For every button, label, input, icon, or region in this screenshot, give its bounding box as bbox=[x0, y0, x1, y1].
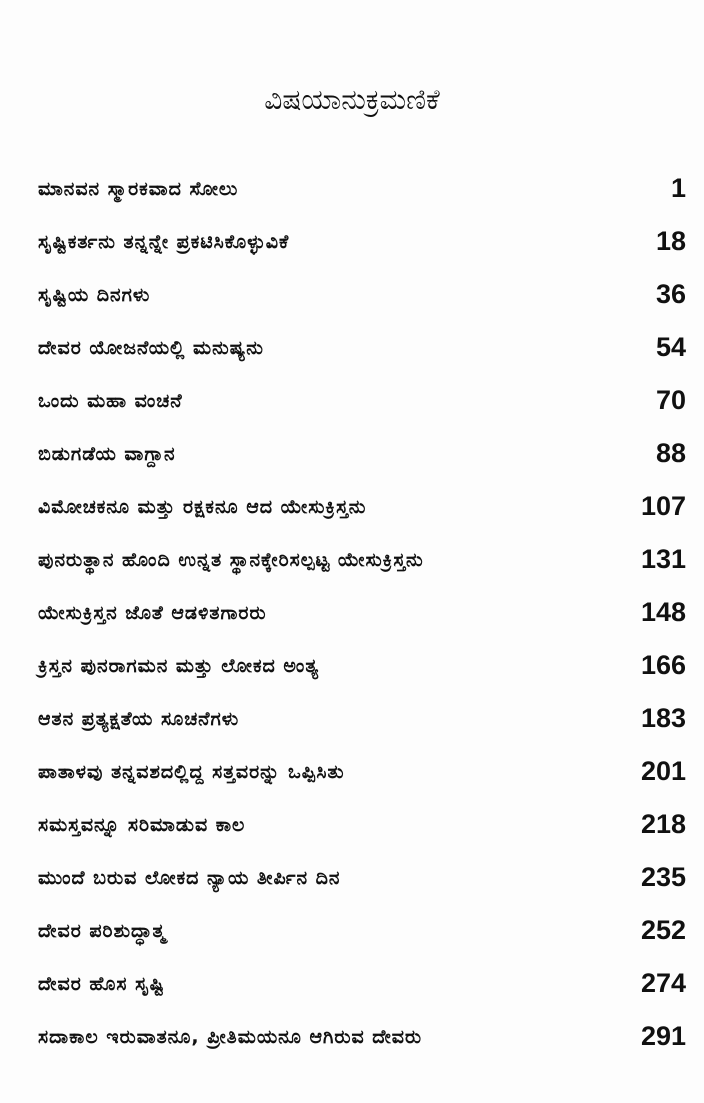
chapter-title: ದೇವರ ಹೊಸ ಸೃಷ್ಟಿ bbox=[38, 972, 165, 995]
chapter-title: ಸೃಷ್ಟಿಯ ದಿನಗಳು bbox=[38, 283, 151, 306]
chapter-title: ಬಿಡುಗಡೆಯ ವಾಗ್ದಾನ bbox=[38, 442, 176, 465]
toc-entry: ಆತನ ಪ್ರತ್ಯಕ್ಷತೆಯ ಸೂಚನೆಗಳು 183 bbox=[38, 692, 686, 745]
toc-entry: ಪಾತಾಳವು ತನ್ನವಶದಲ್ಲಿದ್ದ ಸತ್ತವರನ್ನು ಒಪ್ಪಿಸ… bbox=[38, 745, 686, 798]
toc-entry: ದೇವರ ಪರಿಶುದ್ಧಾತ್ಮ 252 bbox=[38, 904, 686, 957]
chapter-title: ಮುಂದೆ ಬರುವ ಲೋಕದ ನ್ಯಾಯ ತೀರ್ಪಿನ ದಿನ bbox=[38, 866, 341, 889]
page-number: 131 bbox=[640, 544, 686, 574]
page-number: 235 bbox=[640, 862, 686, 892]
page-number: 107 bbox=[640, 491, 686, 521]
table-of-contents: ಮಾನವನ ಸ್ಮಾರಕವಾದ ಸೋಲು 1 ಸೃಷ್ಟಿಕರ್ತನು ತನ್ನನ್… bbox=[38, 162, 686, 1063]
toc-entry: ಸೃಷ್ಟಿಯ ದಿನಗಳು 36 bbox=[38, 268, 686, 321]
page-number: 183 bbox=[640, 703, 686, 733]
page-number: 70 bbox=[655, 385, 686, 415]
toc-entry: ಸೃಷ್ಟಿಕರ್ತನು ತನ್ನನ್ನೇ ಪ್ರಕಟಿಸಿಕೊಳ್ಳುವಿಕೆ… bbox=[38, 215, 686, 268]
page-number: 291 bbox=[640, 1021, 686, 1051]
chapter-title: ಒಂದು ಮಹಾ ವಂಚನೆ bbox=[38, 389, 183, 412]
toc-entry: ಸದಾಕಾಲ ಇರುವಾತನೂ, ಪ್ರೀತಿಮಯನೂ ಆಗಿರುವ ದೇವರು… bbox=[38, 1010, 686, 1063]
page-number: 148 bbox=[640, 597, 686, 627]
toc-entry: ಮುಂದೆ ಬರುವ ಲೋಕದ ನ್ಯಾಯ ತೀರ್ಪಿನ ದಿನ 235 bbox=[38, 851, 686, 904]
page-number: 252 bbox=[640, 915, 686, 945]
page-number: 18 bbox=[655, 226, 686, 256]
toc-entry: ದೇವರ ಯೋಜನೆಯಲ್ಲಿ ಮನುಷ್ಯನು 54 bbox=[38, 321, 686, 374]
toc-entry: ವಿಮೋಚಕನೂ ಮತ್ತು ರಕ್ಷಕನೂ ಆದ ಯೇಸುಕ್ರಿಸ್ತನು 1… bbox=[38, 480, 686, 533]
chapter-title: ಆತನ ಪ್ರತ್ಯಕ್ಷತೆಯ ಸೂಚನೆಗಳು bbox=[38, 707, 240, 730]
page-number: 166 bbox=[640, 650, 686, 680]
chapter-title: ದೇವರ ಯೋಜನೆಯಲ್ಲಿ ಮನುಷ್ಯನು bbox=[38, 336, 264, 359]
page-number: 218 bbox=[640, 809, 686, 839]
chapter-title: ಕ್ರಿಸ್ತನ ಪುನರಾಗಮನ ಮತ್ತು ಲೋಕದ ಅಂತ್ಯ bbox=[38, 654, 320, 677]
chapter-title: ದೇವರ ಪರಿಶುದ್ಧಾತ್ಮ bbox=[38, 919, 167, 942]
toc-entry: ದೇವರ ಹೊಸ ಸೃಷ್ಟಿ 274 bbox=[38, 957, 686, 1010]
toc-entry: ಸಮಸ್ತವನ್ನೂ ಸರಿಮಾಡುವ ಕಾಲ 218 bbox=[38, 798, 686, 851]
page-number: 88 bbox=[655, 438, 686, 468]
page-title: ವಿಷಯಾನುಕ್ರಮಣಿಕೆ bbox=[264, 83, 440, 116]
chapter-title: ವಿಮೋಚಕನೂ ಮತ್ತು ರಕ್ಷಕನೂ ಆದ ಯೇಸುಕ್ರಿಸ್ತನು bbox=[38, 495, 367, 518]
chapter-title: ಸೃಷ್ಟಿಕರ್ತನು ತನ್ನನ್ನೇ ಪ್ರಕಟಿಸಿಕೊಳ್ಳುವಿಕೆ bbox=[38, 230, 290, 253]
page-number: 54 bbox=[655, 332, 686, 362]
chapter-title: ಪುನರುತ್ಥಾನ ಹೊಂದಿ ಉನ್ನತ ಸ್ಥಾನಕ್ಕೇರಿಸಲ್ಪಟ್… bbox=[38, 548, 424, 571]
toc-entry: ಮಾನವನ ಸ್ಮಾರಕವಾದ ಸೋಲು 1 bbox=[38, 162, 686, 215]
chapter-title: ಸದಾಕಾಲ ಇರುವಾತನೂ, ಪ್ರೀತಿಮಯನೂ ಆಗಿರುವ ದೇವರು bbox=[38, 1025, 423, 1048]
chapter-title: ಪಾತಾಳವು ತನ್ನವಶದಲ್ಲಿದ್ದ ಸತ್ತವರನ್ನು ಒಪ್ಪಿಸ… bbox=[38, 760, 345, 783]
chapter-title: ಯೇಸುಕ್ರಿಸ್ತನ ಜೊತೆ ಆಡಳಿತಗಾರರು bbox=[38, 601, 267, 624]
page-number: 201 bbox=[640, 756, 686, 786]
toc-entry: ಕ್ರಿಸ್ತನ ಪುನರಾಗಮನ ಮತ್ತು ಲೋಕದ ಅಂತ್ಯ 166 bbox=[38, 639, 686, 692]
page-number: 274 bbox=[640, 968, 686, 998]
toc-entry: ಬಿಡುಗಡೆಯ ವಾಗ್ದಾನ 88 bbox=[38, 427, 686, 480]
page-number: 36 bbox=[655, 279, 686, 309]
toc-entry: ಪುನರುತ್ಥಾನ ಹೊಂದಿ ಉನ್ನತ ಸ್ಥಾನಕ್ಕೇರಿಸಲ್ಪಟ್… bbox=[38, 533, 686, 586]
toc-entry: ಒಂದು ಮಹಾ ವಂಚನೆ 70 bbox=[38, 374, 686, 427]
toc-entry: ಯೇಸುಕ್ರಿಸ್ತನ ಜೊತೆ ಆಡಳಿತಗಾರರು 148 bbox=[38, 586, 686, 639]
page-number: 1 bbox=[670, 173, 686, 203]
chapter-title: ಸಮಸ್ತವನ್ನೂ ಸರಿಮಾಡುವ ಕಾಲ bbox=[38, 813, 246, 836]
chapter-title: ಮಾನವನ ಸ್ಮಾರಕವಾದ ಸೋಲು bbox=[38, 177, 239, 200]
